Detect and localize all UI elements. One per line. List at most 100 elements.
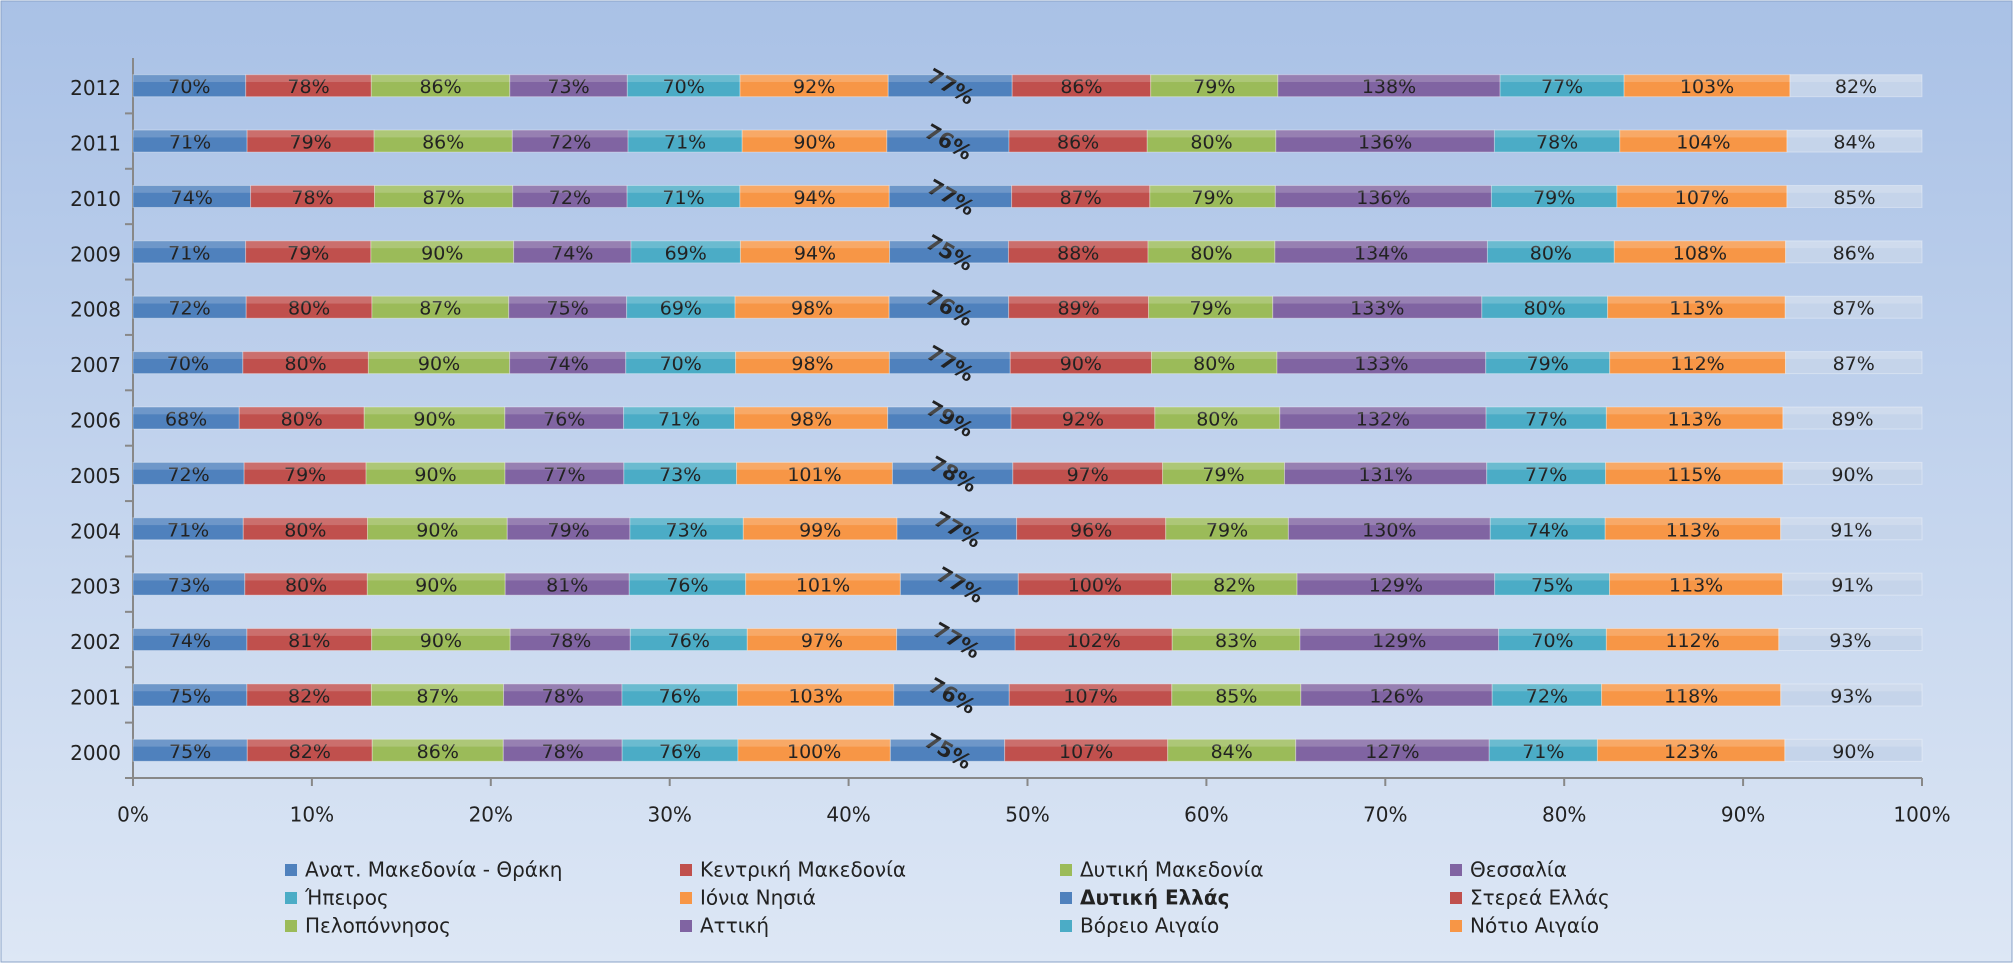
data-label: 94% xyxy=(794,242,836,264)
data-label: 132% xyxy=(1356,409,1410,431)
data-label: 78% xyxy=(542,685,584,707)
data-label: 136% xyxy=(1358,132,1412,154)
x-tick-label: 30% xyxy=(647,803,691,827)
bar-segment xyxy=(132,461,245,485)
bar-segment xyxy=(366,572,506,596)
data-label: 75% xyxy=(547,298,589,320)
legend-label: Θεσσαλία xyxy=(1470,858,1567,882)
data-label: 103% xyxy=(1680,76,1734,98)
data-label: 94% xyxy=(793,187,835,209)
data-label: 107% xyxy=(1675,187,1729,209)
data-label: 101% xyxy=(787,464,841,486)
data-label: 80% xyxy=(1524,298,1566,320)
data-label: 107% xyxy=(1059,741,1113,763)
data-label: 130% xyxy=(1362,519,1416,541)
legend-label: Ιόνια Νησιά xyxy=(700,886,816,910)
y-tick-label: 2002 xyxy=(70,630,121,654)
y-tick-label: 2003 xyxy=(70,575,121,599)
bar-segment xyxy=(1147,240,1276,264)
x-tick-label: 40% xyxy=(826,803,870,827)
data-label: 80% xyxy=(1190,132,1232,154)
data-label: 90% xyxy=(418,353,460,375)
legend-label: Δυτική Ελλάς xyxy=(1080,886,1230,910)
bar-segment xyxy=(1162,461,1286,485)
bar-segment xyxy=(1150,74,1279,98)
data-label: 80% xyxy=(288,298,330,320)
data-label: 79% xyxy=(547,519,589,541)
data-label: 73% xyxy=(168,575,210,597)
bar-segment xyxy=(132,406,240,430)
data-label: 70% xyxy=(168,76,210,98)
y-tick-label: 2004 xyxy=(70,519,121,543)
data-label: 71% xyxy=(169,132,211,154)
data-label: 126% xyxy=(1369,685,1423,707)
data-label: 76% xyxy=(659,741,701,763)
data-label: 78% xyxy=(549,630,591,652)
data-label: 90% xyxy=(420,630,462,652)
y-tick-label: 2012 xyxy=(70,76,121,100)
data-label: 97% xyxy=(1067,464,1109,486)
data-label: 74% xyxy=(169,630,211,652)
data-label: 85% xyxy=(1833,187,1875,209)
data-label: 82% xyxy=(1835,76,1877,98)
data-label: 70% xyxy=(660,353,702,375)
data-label: 78% xyxy=(1536,132,1578,154)
data-label: 92% xyxy=(793,76,835,98)
data-label: 78% xyxy=(542,741,584,763)
data-label: 138% xyxy=(1362,76,1416,98)
data-label: 84% xyxy=(1833,132,1875,154)
data-label: 79% xyxy=(287,242,329,264)
data-label: 90% xyxy=(1831,464,1873,486)
data-label: 72% xyxy=(168,298,210,320)
legend-swatch xyxy=(1450,920,1462,932)
data-label: 80% xyxy=(285,353,327,375)
y-tick-label: 2008 xyxy=(70,298,121,322)
data-label: 76% xyxy=(668,630,710,652)
y-tick-label: 2011 xyxy=(70,132,121,156)
legend-label: Δυτική Μακεδονία xyxy=(1080,858,1264,882)
bar-shade xyxy=(133,683,1922,692)
data-label: 98% xyxy=(790,409,832,431)
data-label: 90% xyxy=(793,132,835,154)
data-label: 77% xyxy=(1541,76,1583,98)
data-label: 86% xyxy=(422,132,464,154)
bar-segment xyxy=(1165,517,1289,541)
x-tick-label: 0% xyxy=(117,803,149,827)
bar-segment xyxy=(626,184,741,208)
legend-swatch xyxy=(1450,892,1462,904)
data-label: 96% xyxy=(1070,519,1112,541)
data-label: 70% xyxy=(1531,630,1573,652)
data-label: 72% xyxy=(167,464,209,486)
data-label: 90% xyxy=(415,575,457,597)
data-label: 136% xyxy=(1356,187,1410,209)
data-label: 78% xyxy=(287,76,329,98)
data-label: 79% xyxy=(289,132,331,154)
data-label: 90% xyxy=(414,464,456,486)
legend-swatch xyxy=(285,864,297,876)
legend-label: Αττική xyxy=(700,914,769,938)
y-tick-label: 2000 xyxy=(70,741,121,765)
data-label: 75% xyxy=(1531,575,1573,597)
data-label: 69% xyxy=(665,242,707,264)
data-label: 93% xyxy=(1830,685,1872,707)
y-tick-label: 2007 xyxy=(70,353,121,377)
data-label: 104% xyxy=(1676,132,1730,154)
data-label: 80% xyxy=(284,519,326,541)
bar-segment xyxy=(888,351,1011,375)
bar-segment xyxy=(1780,517,1923,541)
bar-segment xyxy=(1789,74,1923,98)
data-label: 90% xyxy=(1832,741,1874,763)
bar-segment xyxy=(1786,129,1923,153)
data-label: 73% xyxy=(547,76,589,98)
bar-segment xyxy=(1782,572,1923,596)
data-label: 102% xyxy=(1067,630,1121,652)
data-label: 101% xyxy=(796,575,850,597)
data-label: 74% xyxy=(1527,519,1569,541)
data-label: 112% xyxy=(1665,630,1719,652)
bar-shade xyxy=(133,130,1922,138)
data-label: 133% xyxy=(1354,353,1408,375)
data-label: 131% xyxy=(1358,464,1412,486)
data-label: 129% xyxy=(1369,575,1423,597)
data-label: 73% xyxy=(659,464,701,486)
data-label: 118% xyxy=(1664,685,1718,707)
